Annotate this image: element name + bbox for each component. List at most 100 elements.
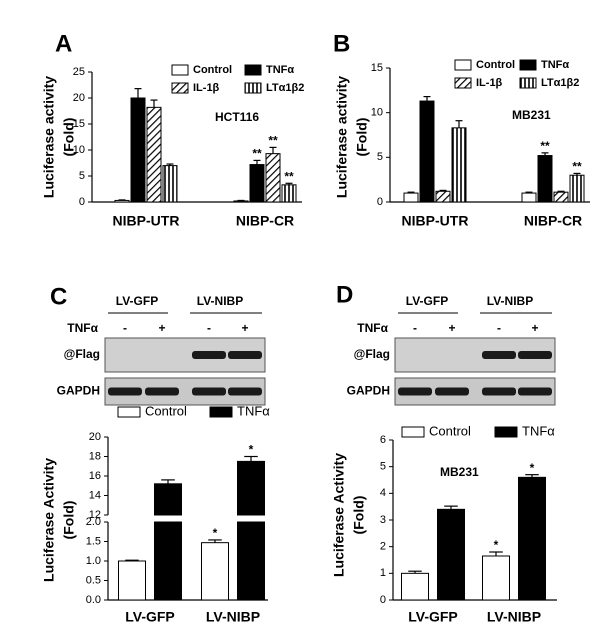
blot-band [398, 387, 432, 396]
bar-part [237, 521, 265, 601]
treatment-label: TNFα [357, 321, 388, 335]
y-tick-label: 1.5 [86, 535, 101, 547]
y-axis-label: (Fold) [354, 118, 370, 157]
error-bar [423, 95, 431, 102]
y-tick-label: 15 [73, 118, 85, 130]
bar [521, 192, 537, 203]
blot-band [145, 387, 179, 396]
y-tick-label: 14 [89, 489, 101, 501]
error-bar [455, 120, 463, 128]
y-tick-label: 1.0 [86, 555, 101, 567]
x-tick-label: LV-NIBP [487, 609, 541, 625]
error-bar [237, 199, 245, 202]
legend-swatch [454, 77, 472, 89]
y-tick-label: 25 [73, 66, 85, 78]
blot-group: LV-NIBP [487, 294, 533, 308]
error-bar [166, 163, 174, 166]
y-axis-label: Luciferase activity [41, 76, 57, 198]
error-bar [161, 479, 175, 484]
blot-band [518, 387, 552, 396]
legend-label: Control [193, 64, 232, 76]
legend-swatch [519, 77, 537, 89]
treatment-label: TNFα [67, 321, 98, 335]
bar-part [237, 460, 265, 516]
error-bar [557, 190, 565, 193]
legend-label: LTα1β2 [541, 77, 579, 89]
y-tick-label: 3 [380, 514, 386, 526]
legend-label: TNFα [266, 64, 294, 76]
blot-band [192, 351, 226, 359]
blot-band [192, 387, 226, 396]
bar [451, 127, 467, 203]
x-tick-label: LV-GFP [408, 609, 458, 625]
legend-label: TNFα [237, 403, 270, 418]
legend-label: LTα1β2 [266, 82, 304, 94]
legend-label: TNFα [522, 423, 555, 438]
y-tick-label: 5 [380, 461, 386, 473]
bar [154, 483, 182, 601]
bar [437, 508, 465, 601]
y-tick-label: 6 [380, 434, 386, 446]
x-tick-label: LV-GFP [125, 609, 175, 625]
error-bar [285, 182, 293, 185]
error-bar [125, 559, 139, 561]
bar [403, 192, 419, 203]
blot-row-label: @Flag [354, 347, 390, 361]
legend-swatch [117, 406, 141, 418]
y-tick-label: 0 [380, 594, 386, 606]
blot-group: LV-NIBP [197, 294, 243, 308]
legend-label: IL-1β [476, 77, 503, 89]
y-tick-label: 15 [371, 62, 383, 74]
blot-band [482, 387, 516, 396]
x-tick-label: NIBP-CR [236, 213, 294, 229]
significance: * [494, 538, 499, 552]
legend-label: TNFα [541, 59, 569, 71]
legend-swatch [454, 59, 472, 71]
bar [281, 184, 297, 203]
legend-swatch [209, 406, 233, 418]
blot-band [435, 387, 469, 396]
x-tick-label: NIBP-CR [524, 213, 582, 229]
significance: ** [540, 139, 550, 153]
y-tick-label: 1 [380, 567, 386, 579]
error-bar [439, 189, 447, 192]
significance: * [249, 443, 254, 457]
y-tick-label: 2 [380, 541, 386, 553]
y-tick-label: 2.0 [86, 516, 101, 528]
x-tick-label: NIBP-UTR [402, 213, 469, 229]
bar [114, 199, 130, 203]
error-bar [444, 505, 458, 510]
lane-label: - [497, 321, 501, 335]
blot-band [108, 387, 142, 396]
bar [162, 165, 178, 203]
y-axis-label: Luciferase Activity [41, 458, 57, 582]
significance: ** [572, 160, 582, 174]
significance: * [530, 461, 535, 475]
bar [537, 155, 553, 203]
error-bar [408, 570, 422, 574]
bar [419, 100, 435, 203]
legend-swatch [171, 64, 189, 76]
bar [233, 200, 249, 203]
legend-label: Control [429, 423, 471, 438]
lane-label: - [413, 321, 417, 335]
bar-part [154, 483, 182, 516]
lane-label: + [158, 321, 165, 335]
significance: ** [284, 169, 294, 183]
legend-label: IL-1β [193, 82, 220, 94]
bar [130, 97, 146, 203]
error-bar [573, 172, 581, 176]
y-tick-label: 0 [377, 196, 383, 208]
bar [569, 174, 585, 203]
significance: ** [252, 147, 262, 161]
panel-letter: C [50, 283, 67, 310]
y-tick-label: 20 [73, 92, 85, 104]
y-axis-label: (Fold) [61, 501, 77, 540]
lane-label: - [123, 321, 127, 335]
error-bar [541, 152, 549, 156]
y-tick-label: 10 [73, 144, 85, 156]
y-tick-label: 20 [89, 431, 101, 443]
y-tick-label: 10 [371, 107, 383, 119]
significance: * [213, 526, 218, 540]
